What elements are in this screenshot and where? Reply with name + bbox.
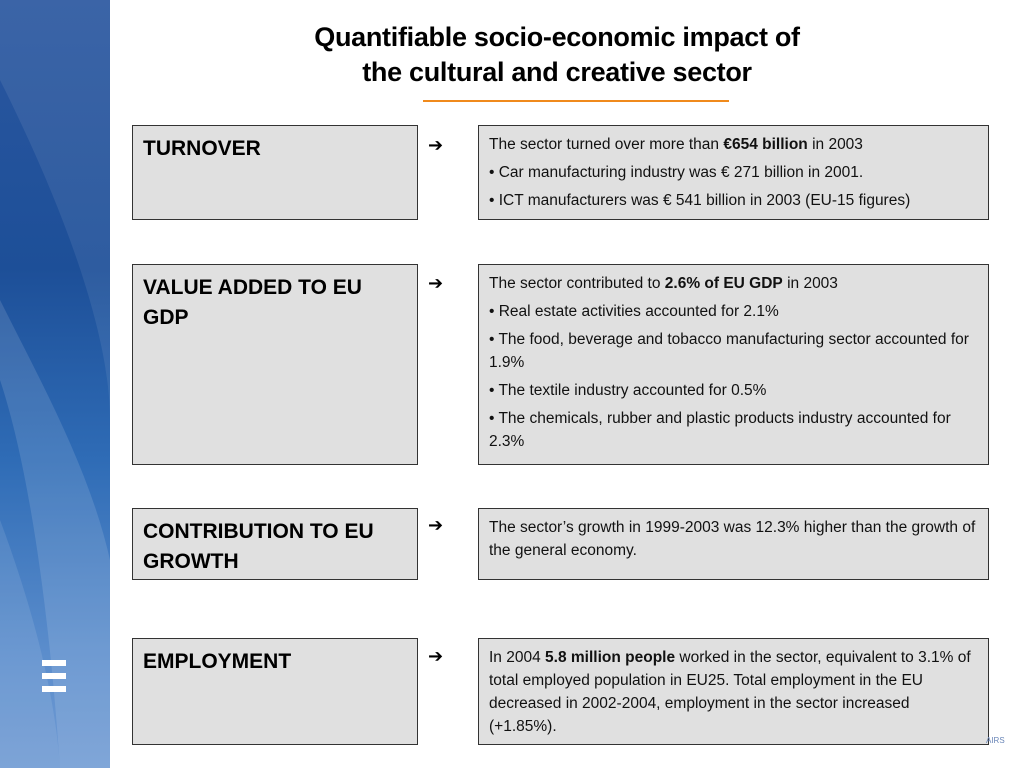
- title-underline: [423, 100, 729, 102]
- detail-box-employment: In 2004 5.8 million people worked in the…: [478, 638, 989, 745]
- detail-box-contribution: The sector’s growth in 1999-2003 was 12.…: [478, 508, 989, 580]
- arrow-right-icon: ➔: [428, 273, 444, 294]
- label-box-turnover: TURNOVER: [132, 125, 418, 220]
- title-line-1: Quantifiable socio-economic impact of: [314, 22, 800, 52]
- detail-line: • Car manufacturing industry was € 271 b…: [489, 164, 864, 181]
- detail-line: • The food, beverage and tobacco manufac…: [489, 331, 969, 371]
- detail-line: • ICT manufacturers was € 541 billion in…: [489, 192, 911, 209]
- logo-icon: [42, 660, 66, 700]
- label-text: EMPLOYMENT: [143, 650, 292, 673]
- detail-line: In 2004 5.8 million people worked in the…: [489, 649, 971, 735]
- label-text: TURNOVER: [143, 137, 261, 160]
- detail-line: The sector’s growth in 1999-2003 was 12.…: [489, 519, 976, 559]
- detail-box-turnover: The sector turned over more than €654 bi…: [478, 125, 989, 220]
- detail-line: • The chemicals, rubber and plastic prod…: [489, 410, 951, 450]
- detail-line: The sector turned over more than €654 bi…: [489, 136, 863, 153]
- side-band-swoosh: [0, 0, 110, 768]
- label-box-contribution: CONTRIBUTION TO EU GROWTH: [132, 508, 418, 580]
- arrow-right-icon: ➔: [428, 135, 444, 156]
- decorative-side-band: [0, 0, 110, 768]
- detail-line: • The textile industry accounted for 0.5…: [489, 382, 767, 399]
- arrow-right-icon: ➔: [428, 515, 444, 536]
- detail-line: The sector contributed to 2.6% of EU GDP…: [489, 275, 838, 292]
- detail-box-value-added: The sector contributed to 2.6% of EU GDP…: [478, 264, 989, 465]
- label-box-value-added: VALUE ADDED TO EU GDP: [132, 264, 418, 465]
- title-line-2: the cultural and creative sector: [362, 57, 752, 87]
- arrow-right-icon: ➔: [428, 646, 444, 667]
- page-title: Quantifiable socio-economic impact of th…: [110, 20, 1004, 90]
- label-text: CONTRIBUTION TO EU GROWTH: [143, 520, 374, 573]
- label-box-employment: EMPLOYMENT: [132, 638, 418, 745]
- label-text: VALUE ADDED TO EU GDP: [143, 276, 362, 329]
- footer-corner-text: AIRS: [986, 736, 1005, 745]
- detail-line: • Real estate activities accounted for 2…: [489, 303, 779, 320]
